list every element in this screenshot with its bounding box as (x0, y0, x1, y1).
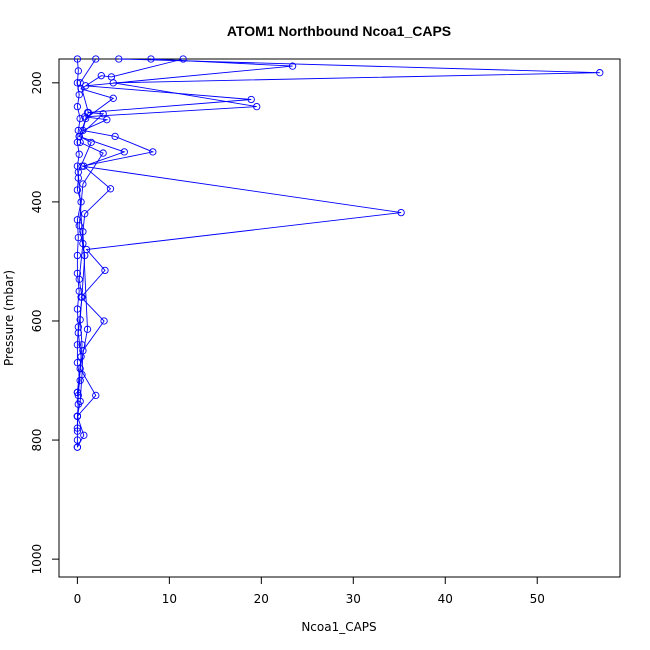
data-point (111, 132, 119, 141)
x-tick-label: 10 (162, 592, 177, 606)
chart-title: ATOM1 Northbound Ncoa1_CAPS (227, 23, 451, 39)
data-point (73, 388, 82, 397)
data-point (247, 95, 255, 104)
data-point (84, 108, 93, 117)
x-tick-label: 40 (438, 592, 453, 606)
y-tick-label: 1000 (30, 544, 44, 575)
data-point (149, 148, 157, 156)
data-point (115, 55, 123, 63)
data-point (103, 116, 111, 124)
data-point (79, 239, 87, 248)
data-point (74, 329, 82, 337)
data-point (80, 431, 88, 439)
y-axis-label: Pressure (mbar) (2, 270, 16, 366)
series-line (76, 58, 600, 417)
data-point (83, 325, 92, 333)
data-point (76, 114, 84, 123)
data-point (92, 391, 100, 400)
data-point (82, 114, 90, 123)
data-point (100, 317, 108, 325)
data-point (81, 210, 89, 218)
y-axis: 200 400 600 800 1000 (30, 71, 59, 574)
y-tick-label: 400 (30, 190, 44, 213)
series-line (76, 58, 293, 448)
data-point (73, 341, 82, 349)
x-tick-label: 20 (254, 592, 269, 606)
data-point (179, 55, 187, 63)
data-point (120, 148, 128, 156)
data-point (397, 208, 405, 217)
y-tick-label: 200 (30, 71, 44, 94)
data-point (253, 102, 261, 111)
data-point (107, 73, 116, 81)
data-point (75, 222, 83, 230)
data-point (147, 55, 155, 63)
data-point (99, 149, 107, 157)
data-point (74, 168, 82, 176)
data-point (73, 251, 82, 260)
data-point (73, 186, 82, 194)
x-axis-label: Ncoa1_CAPS (301, 620, 376, 634)
data-point (79, 228, 87, 236)
data-point (101, 266, 109, 275)
data-point (76, 79, 84, 87)
data-point (87, 138, 95, 147)
x-tick-label: 50 (530, 592, 545, 606)
series-line (76, 58, 184, 432)
series-line (76, 58, 82, 448)
x-tick-label: 0 (74, 592, 82, 606)
data-point (75, 150, 83, 158)
data-point (73, 427, 82, 435)
data-point (73, 55, 82, 63)
data-point (97, 72, 105, 80)
data-point (78, 293, 86, 301)
data-point (74, 391, 82, 400)
data-point (79, 180, 87, 188)
plot-frame (58, 58, 621, 578)
data-point (78, 341, 86, 349)
data-point (92, 55, 100, 63)
data-point (75, 132, 83, 141)
series-layer (73, 55, 604, 451)
data-point (288, 62, 297, 70)
x-tick-label: 30 (346, 592, 361, 606)
data-point (106, 185, 115, 193)
y-tick-label: 600 (30, 310, 44, 333)
data-point (73, 443, 82, 451)
data-point (74, 67, 82, 75)
data-point (109, 94, 117, 102)
data-point (77, 353, 85, 361)
data-point (73, 102, 82, 111)
data-point (596, 69, 604, 77)
data-point (75, 275, 83, 283)
series-line (76, 58, 97, 393)
x-axis: 0 10 20 30 40 50 (74, 577, 545, 606)
data-point (73, 436, 82, 444)
y-tick-label: 800 (30, 429, 44, 452)
data-point (99, 110, 107, 118)
